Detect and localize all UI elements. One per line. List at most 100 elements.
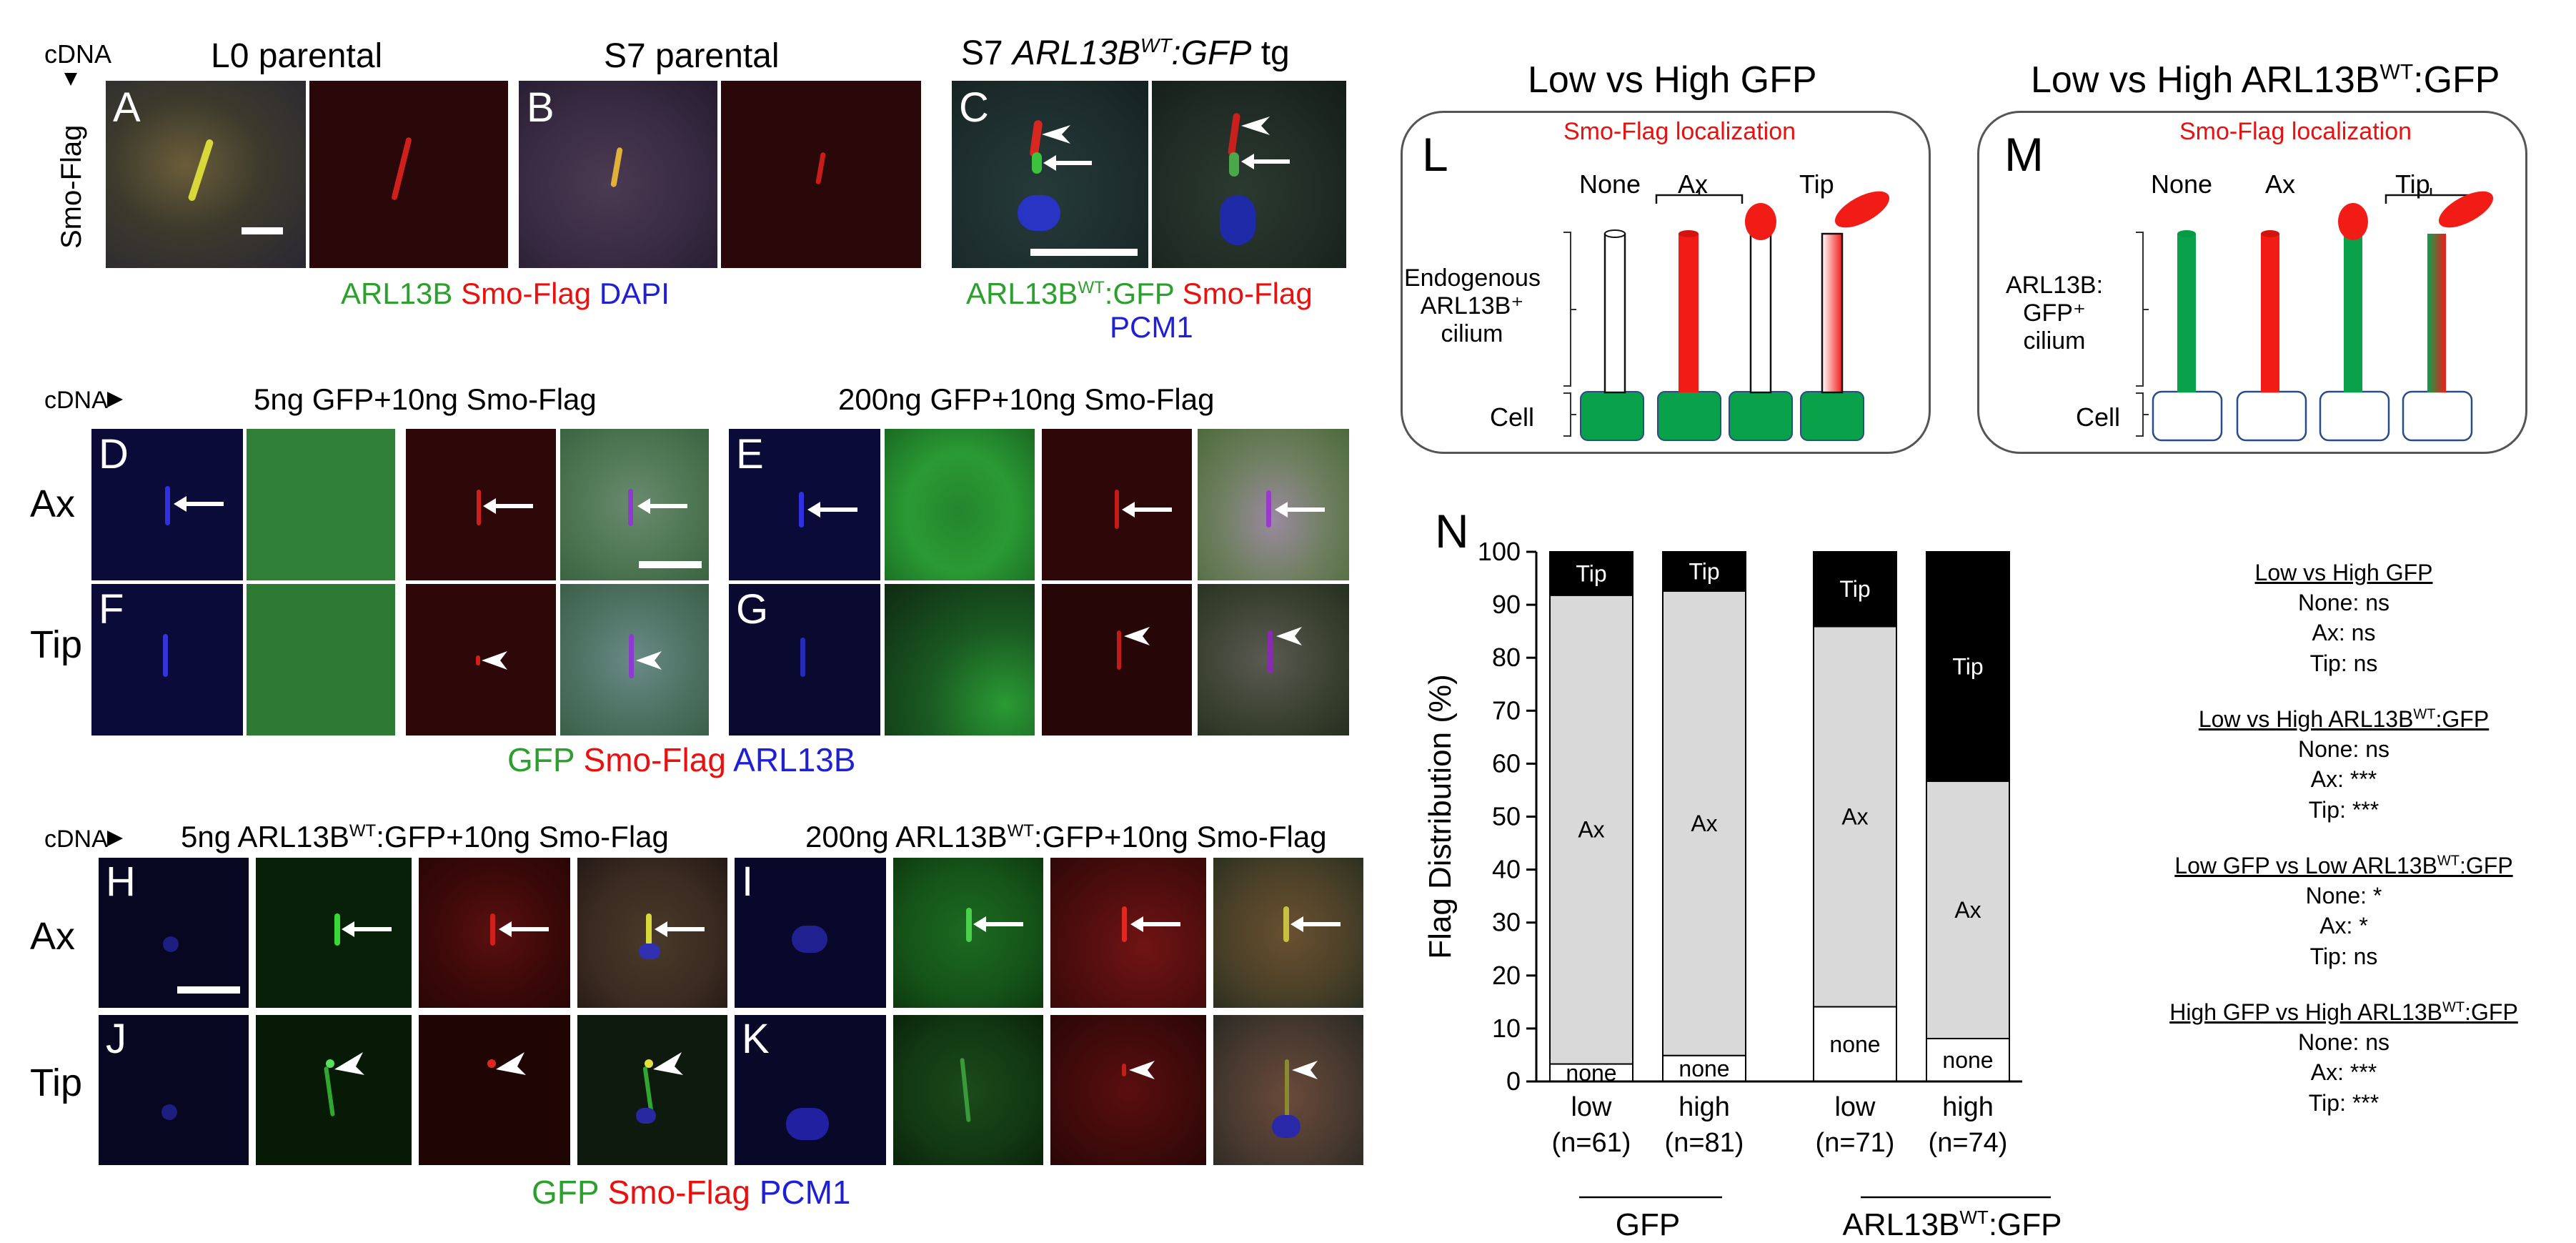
bar-segment-tip <box>1662 551 1746 592</box>
stats-line: Ax: ns <box>2312 620 2376 646</box>
cilium-ax <box>1679 234 1699 392</box>
arrowhead-icon <box>653 1052 683 1075</box>
legend-c-line2: PCM1 <box>1110 310 1193 344</box>
bar-segment-ax <box>1926 780 2010 1039</box>
stats-line: None: ns <box>2297 736 2390 763</box>
group-label-arl13b: ARL13BWT:GFP <box>1843 1207 2062 1242</box>
cilium-tip-mark <box>487 1059 496 1068</box>
panel-label-g: G <box>736 586 769 633</box>
micrograph-k-red <box>1050 1015 1206 1165</box>
schematic-m-subtitle: Smo-Flag localization <box>2179 118 2412 145</box>
panel-label-l: L <box>1422 128 1448 181</box>
arrow-icon <box>637 498 687 514</box>
bar-label-none: none <box>1679 1056 1729 1081</box>
schematic-m-title: Low vs High ARL13BWT:GFP <box>2031 59 2500 101</box>
bar-segment-ax <box>1662 590 1746 1056</box>
cilium-mark <box>1266 490 1271 528</box>
panel-label-i: I <box>742 858 754 905</box>
stats-line: Tip: ns <box>2309 650 2378 676</box>
panel-label-d: D <box>99 431 129 477</box>
cilium-mark <box>646 913 652 946</box>
micrograph-g-blue <box>729 584 880 736</box>
stats-block: Low GFP vs Low ARL13BWT:GFP None: * Ax: * T… <box>2129 851 2558 971</box>
stats-line: Ax: * <box>2319 913 2368 939</box>
bar-label-tip: Tip <box>1576 560 1606 586</box>
schematic-l-diagram <box>1563 188 1890 441</box>
bar-label-tip: Tip <box>1952 653 1983 679</box>
cilium-tip-mark <box>645 1059 653 1068</box>
cilium-mark <box>966 908 972 942</box>
micrograph-f-blue <box>91 584 243 736</box>
cilium-mark <box>1268 630 1273 673</box>
col-b-title: S7 parental <box>604 37 780 75</box>
stats-line: None: ns <box>2297 1029 2390 1056</box>
cilium-mark <box>490 913 495 946</box>
stats-heading: Low GFP vs Low ARL13BWT:GFP <box>2174 852 2513 878</box>
micrograph-d-merge <box>560 429 709 580</box>
cell-box <box>2236 390 2307 442</box>
y-tick-label: 40 <box>1492 855 1521 884</box>
bar-label-ax: Ax <box>1691 811 1717 836</box>
cilium-mark <box>642 1066 654 1114</box>
cilium-tip-released <box>2427 234 2446 392</box>
title-e: 200ng GFP+10ng Smo-Flag <box>838 382 1215 416</box>
micrograph-b-red <box>721 81 921 268</box>
schematic-m-diagram <box>2136 188 2494 442</box>
bar-label-none: none <box>1942 1047 1993 1073</box>
cilium-tip-mark <box>1227 112 1241 157</box>
micrograph-i-red <box>1050 858 1206 1008</box>
micrograph-h-blue <box>99 858 249 1008</box>
bar-label-tip: Tip <box>1839 576 1870 602</box>
cilium-tip-mark <box>1122 1064 1126 1076</box>
micrograph-h-red <box>419 858 570 1008</box>
micrograph-j-red <box>419 1015 570 1165</box>
cilium-none <box>1603 232 1626 394</box>
bar-segment-none <box>1813 1006 1897 1082</box>
panel-label-k: K <box>742 1016 770 1062</box>
bar-segment-tip <box>1549 551 1633 596</box>
arrowhead-icon <box>334 1052 364 1075</box>
stats-block: High GFP vs High ARL13BWT:GFP None: ns Ax:… <box>2129 997 2558 1118</box>
legend-hk: GFP Smo-Flag PCM1 <box>532 1174 851 1211</box>
cilium-mark <box>815 152 826 185</box>
micrograph-e-green <box>885 429 1035 580</box>
cdna-label-bottom: cDNA <box>44 826 108 853</box>
legend-c-line1: ARL13BWT:GFP Smo-Flag <box>966 277 1313 310</box>
cilium-mark <box>960 1057 971 1123</box>
cilium-mark <box>391 137 412 201</box>
bar-segment-none <box>1549 1063 1633 1082</box>
legend-abc: ARL13B Smo-Flag DAPI <box>341 277 670 310</box>
y-tick-label: 100 <box>1478 537 1521 566</box>
y-tick-label: 30 <box>1492 908 1521 937</box>
pcm1-mark <box>1018 195 1060 231</box>
cilium-tip-released <box>1821 232 1844 394</box>
smo-flag-side-label: Smo-Flag <box>56 124 87 249</box>
pcm1-mark <box>786 1108 829 1140</box>
schematic-l-title: Low vs High GFP <box>1528 59 1817 101</box>
panel-label-m: M <box>2004 128 2044 181</box>
stats-line: None: ns <box>2297 590 2390 616</box>
schematic-m-col-none: None <box>2151 169 2213 199</box>
cilium-green-mark <box>1229 152 1239 177</box>
category-n-label: (n=81) <box>1665 1128 1744 1158</box>
stats-line: Ax: *** <box>2310 1059 2377 1086</box>
micrograph-c-merge <box>952 81 1148 268</box>
category-label: high <box>1679 1092 1730 1122</box>
cilium-mark <box>1122 906 1127 942</box>
arrowhead-icon <box>496 1052 526 1075</box>
arrowhead-icon <box>1042 125 1070 144</box>
micrograph-e-blue <box>729 429 880 580</box>
chart-n: 0 10 20 30 40 50 60 70 80 90 100 Flag Distribution … <box>1423 537 2062 1242</box>
bar-label-ax: Ax <box>1954 897 1981 923</box>
legend-dg: GFP Smo-Flag ARL13B <box>507 741 856 778</box>
right-arrow-icon <box>107 831 123 846</box>
scale-bar <box>1030 249 1138 256</box>
bar-label-ax: Ax <box>1841 804 1868 830</box>
micrograph-f-merge <box>560 584 709 736</box>
stats-heading: Low vs High GFP <box>2254 560 2433 585</box>
y-axis-title: Flag Distribution (%) <box>1423 674 1458 959</box>
schematic-m-cell-label: Cell <box>2076 402 2121 432</box>
y-tick-label: 90 <box>1492 590 1521 619</box>
scale-bar <box>177 986 240 994</box>
row-label-ax-bottom: Ax <box>30 915 76 958</box>
